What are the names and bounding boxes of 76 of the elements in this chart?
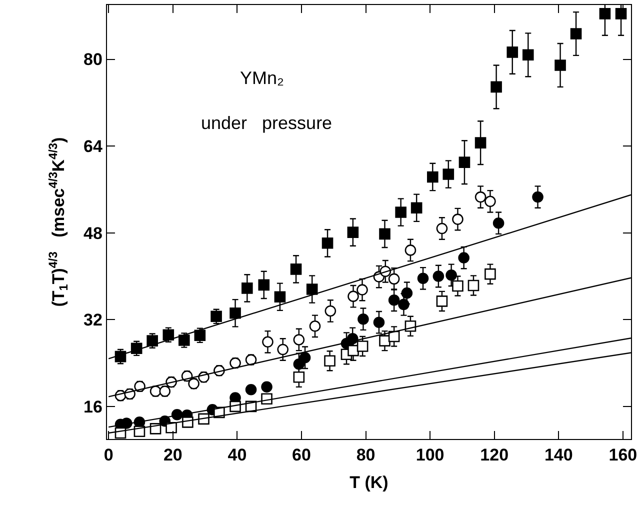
point [615,8,627,20]
point [358,313,369,325]
point [290,264,302,275]
point [242,282,253,294]
point [410,202,422,214]
point [474,137,486,148]
y-tick-label: 64 [84,137,103,156]
point [427,171,438,183]
point [324,355,336,367]
point [436,222,448,234]
point [258,279,270,291]
point [388,273,400,285]
x-tick-label: 160 [608,446,638,465]
point [458,252,470,264]
x-axis-title: T (K) [350,472,388,492]
point [442,168,454,180]
point [570,28,582,40]
y-tick-label: 80 [84,50,102,70]
point [293,372,305,383]
point [261,381,272,393]
point [162,329,174,340]
annotation: YMn₂ [240,68,284,88]
point [324,305,336,317]
point [322,238,334,249]
point [356,340,368,352]
point [599,8,611,20]
point [306,284,318,295]
point [432,270,444,282]
point [347,226,359,238]
point [490,81,502,93]
x-tick-label: 120 [480,446,509,465]
point [245,384,257,396]
point [468,280,480,292]
point [262,336,274,348]
x-tick-label: 20 [163,446,182,465]
y-tick-label: 16 [84,397,102,416]
point [436,296,448,307]
x-tick-label: 80 [356,446,376,465]
point [474,191,486,203]
point [388,294,400,306]
point [398,298,410,310]
y-tick-label: 48 [84,224,102,243]
point [401,287,413,299]
point [452,280,464,292]
point [379,228,390,240]
x-tick-label: 100 [416,446,444,465]
x-tick-label: 140 [544,446,573,465]
point [404,244,416,256]
point [492,217,504,229]
point [373,316,385,328]
point [522,49,534,61]
point [348,290,359,302]
x-tick-label: 60 [292,446,311,465]
x-tick-label: 40 [228,446,247,465]
annotation: under pressure [201,113,332,133]
point [554,60,566,71]
point [293,334,305,346]
point [274,291,286,303]
point [395,206,406,218]
point [452,214,464,225]
point [446,270,457,281]
point [356,284,368,296]
point [506,46,518,58]
point [379,335,390,346]
point [417,272,429,284]
x-tick-label: 0 [104,446,114,465]
point [458,156,470,168]
point [159,386,171,397]
y-tick-label: 32 [84,310,102,330]
point [230,307,241,319]
point [532,191,544,203]
point [277,344,288,356]
point [309,320,321,332]
point [484,196,496,208]
point [484,268,496,280]
point [299,352,311,364]
